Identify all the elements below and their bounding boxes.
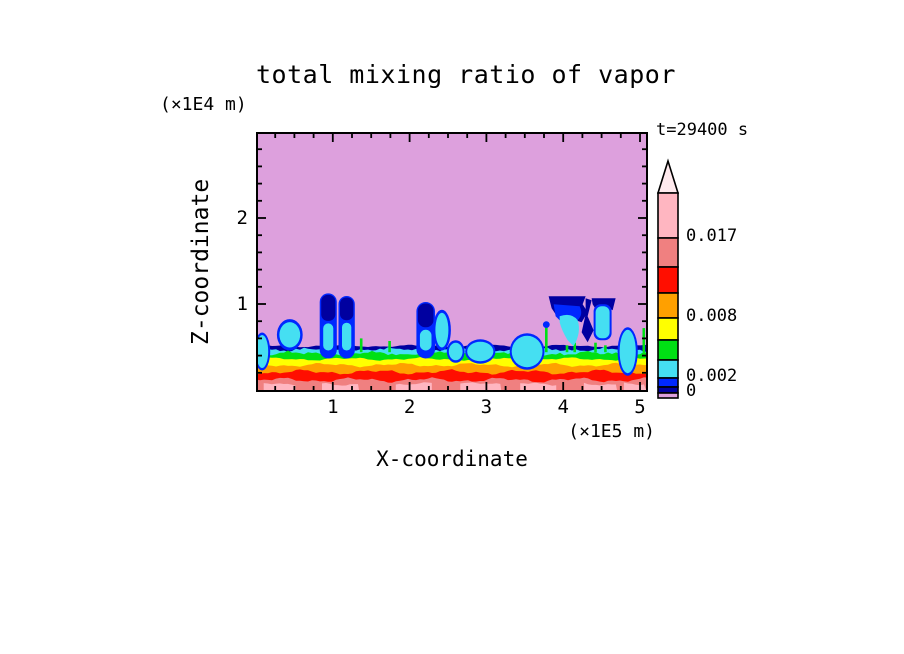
x-tick-label: 2 bbox=[403, 396, 416, 418]
x-tick-label: 4 bbox=[557, 396, 569, 418]
timestamp-label: t=29400 s bbox=[656, 120, 749, 140]
x-tick-label: 3 bbox=[480, 396, 493, 418]
x-axis-unit-label: (×1E5 m) bbox=[568, 421, 655, 442]
colorbar-level-label: 0.002 bbox=[686, 366, 738, 386]
z-axis-title: Z-coordinate bbox=[188, 178, 214, 346]
x-tick-label: 1 bbox=[327, 396, 339, 418]
z-tick-label: 2 bbox=[236, 207, 248, 229]
chart-title: total mixing ratio of vapor bbox=[256, 60, 676, 89]
x-axis-title: X-coordinate bbox=[376, 447, 528, 471]
contour-plot bbox=[256, 132, 648, 392]
colorbar bbox=[656, 158, 680, 399]
colorbar-level-label: 0.017 bbox=[686, 226, 738, 246]
colorbar-level-label: 0 bbox=[686, 381, 697, 401]
z-tick-label: 1 bbox=[236, 293, 248, 315]
x-tick-label: 5 bbox=[634, 396, 646, 418]
colorbar-level-label: 0.008 bbox=[686, 306, 738, 326]
z-axis-unit-label: (×1E4 m) bbox=[160, 94, 247, 115]
